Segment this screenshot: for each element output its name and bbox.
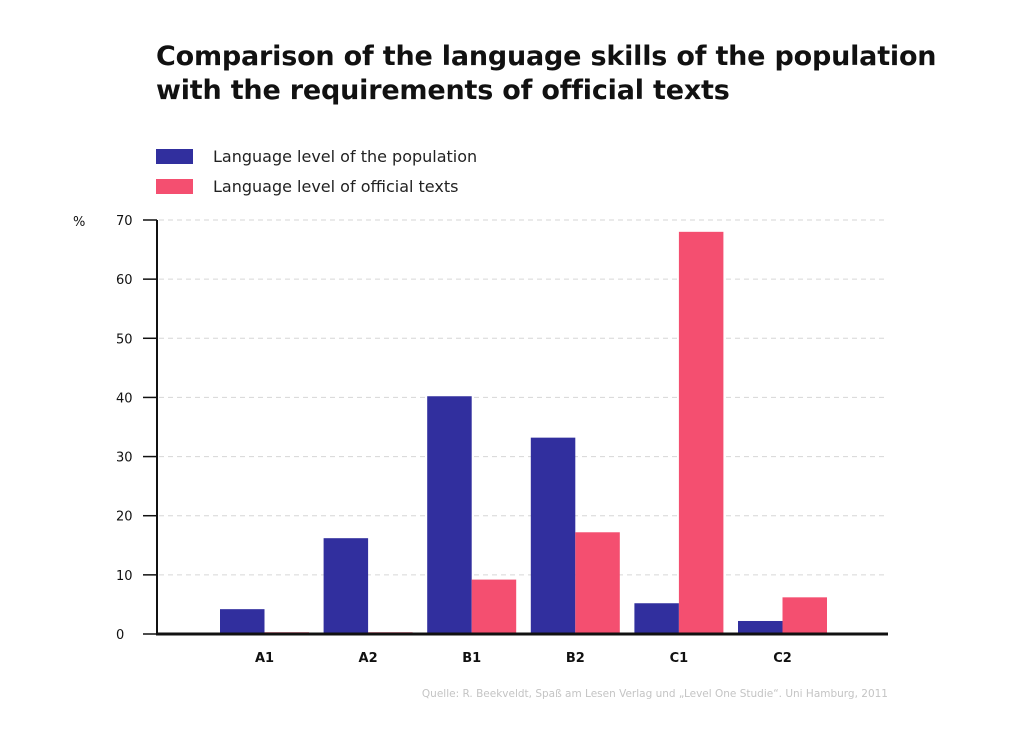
x-tick-label-c2: C2 [773,651,792,666]
chart-title-line-1: Comparison of the language skills of the… [156,41,937,72]
x-tick-label-c1: C1 [670,651,689,666]
bar-population-b1 [427,396,472,634]
legend-label-population: Language level of the population [213,146,478,166]
y-tick-label-10: 10 [116,569,133,584]
y-tick-label-40: 40 [116,391,133,406]
legend-item-population: Language level of the population [156,141,477,171]
bar-official-c2 [782,597,827,634]
chart-title-line-2: with the requirements of official texts [156,75,730,106]
y-tick-label-70: 70 [116,214,133,229]
x-tick-label-a1: A1 [255,651,274,666]
y-tick-label-20: 20 [116,510,133,525]
legend-swatch-population [156,148,193,164]
y-tick-label-0: 0 [116,628,124,643]
y-tick-label-50: 50 [116,332,133,347]
bar-population-b2 [530,437,576,634]
bar-population-a2 [323,538,369,634]
legend-item-official: Language level of official texts [156,171,477,201]
x-tick-label-b1: B1 [462,651,481,666]
bar-population-c1 [634,603,679,634]
y-tick-label-60: 60 [116,273,133,288]
y-tick-label-30: 30 [116,451,133,466]
bar-population-a1 [220,609,265,634]
x-tick-label-b2: B2 [566,651,585,666]
source-note: Quelle: R. Beekveldt, Spaß am Lesen Verl… [421,688,888,700]
legend-swatch-official [156,178,193,194]
legend-label-official: Language level of official texts [213,176,459,196]
bar-official-b2 [575,532,620,634]
y-axis-unit-label: % [73,215,85,230]
chart-title: Comparison of the language skills of the… [156,40,996,108]
bar-official-b1 [471,579,517,634]
legend: Language level of the population Languag… [156,141,477,201]
x-tick-label-a2: A2 [359,651,378,666]
bar-population-c2 [738,620,783,634]
bar-official-c1 [678,231,724,635]
